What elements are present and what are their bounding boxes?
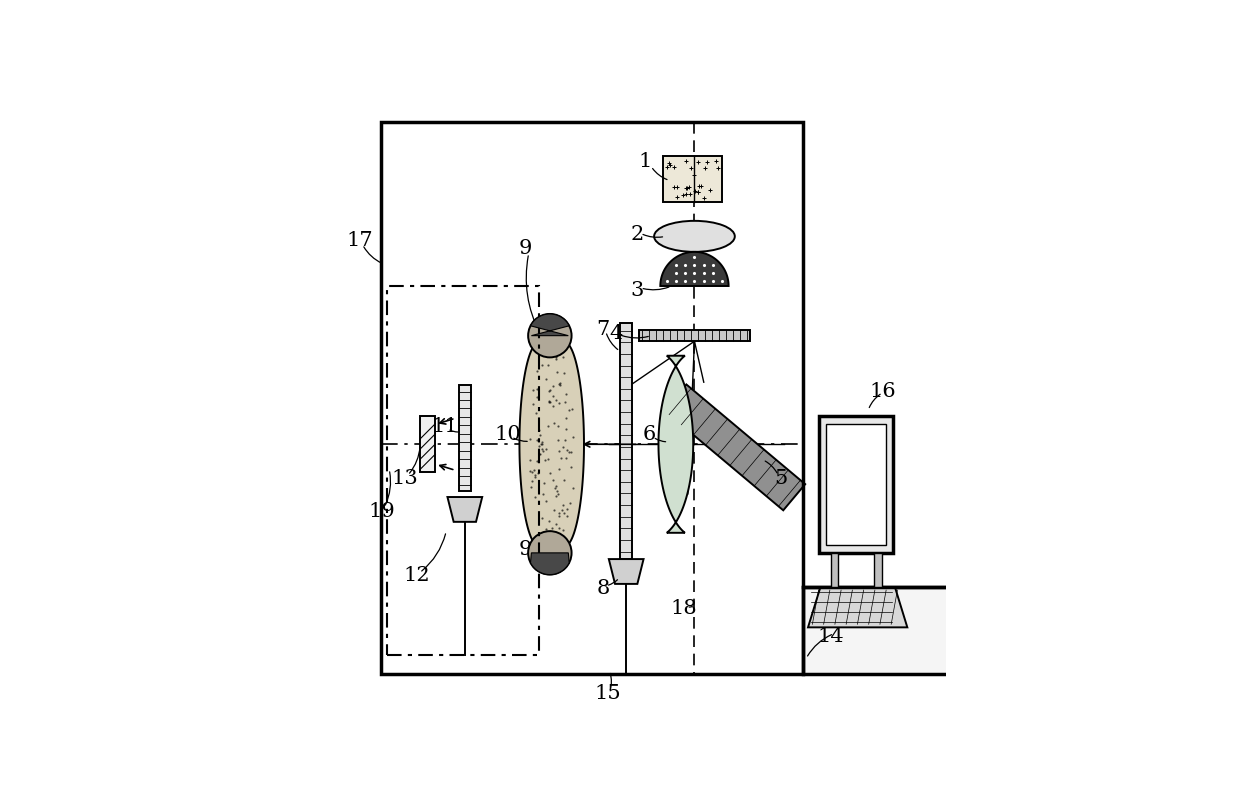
Text: 10: 10 <box>495 426 522 444</box>
Text: 1: 1 <box>639 152 651 172</box>
Text: 7: 7 <box>596 320 610 339</box>
Bar <box>826 424 885 546</box>
Polygon shape <box>531 553 569 575</box>
Text: 8: 8 <box>596 579 610 598</box>
Bar <box>663 156 723 202</box>
Text: 6: 6 <box>642 426 656 444</box>
Bar <box>420 417 435 472</box>
Text: 4: 4 <box>609 324 622 343</box>
Bar <box>874 553 882 587</box>
Ellipse shape <box>655 221 735 251</box>
Text: 9: 9 <box>518 540 532 559</box>
Text: 2: 2 <box>630 225 644 244</box>
Polygon shape <box>609 559 644 584</box>
Polygon shape <box>661 252 729 286</box>
Bar <box>804 587 965 674</box>
Polygon shape <box>531 314 569 335</box>
Polygon shape <box>658 355 693 533</box>
Bar <box>639 330 750 341</box>
Bar <box>831 553 838 587</box>
Bar <box>818 417 893 553</box>
Text: 12: 12 <box>404 567 430 585</box>
Polygon shape <box>665 384 805 510</box>
Text: 16: 16 <box>869 382 895 401</box>
Polygon shape <box>448 497 482 521</box>
Text: 3: 3 <box>630 280 644 300</box>
Text: 15: 15 <box>594 684 621 704</box>
Bar <box>459 385 471 491</box>
Text: 17: 17 <box>346 231 373 250</box>
Circle shape <box>528 531 572 575</box>
Text: 11: 11 <box>432 418 458 436</box>
Text: 14: 14 <box>817 627 844 646</box>
Text: 5: 5 <box>775 469 787 488</box>
Text: 19: 19 <box>370 502 396 521</box>
Text: 9: 9 <box>518 239 532 258</box>
Bar <box>381 122 804 674</box>
Polygon shape <box>520 342 584 546</box>
Bar <box>620 323 632 559</box>
Bar <box>387 286 539 655</box>
Circle shape <box>528 314 572 357</box>
Polygon shape <box>808 587 908 627</box>
Text: 13: 13 <box>392 469 418 488</box>
Text: 18: 18 <box>671 599 697 618</box>
